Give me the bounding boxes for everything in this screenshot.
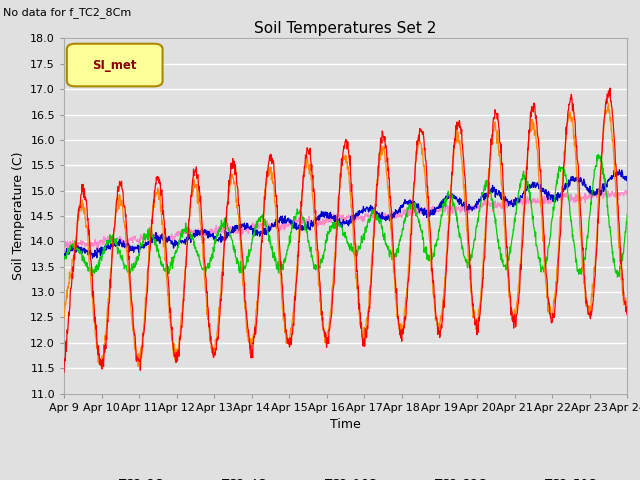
FancyBboxPatch shape (67, 44, 163, 86)
Y-axis label: Soil Temperature (C): Soil Temperature (C) (12, 152, 25, 280)
Legend: TC2_2Cm, TC2_4Cm, TC2_16Cm, TC2_32Cm, TC2_50Cm: TC2_2Cm, TC2_4Cm, TC2_16Cm, TC2_32Cm, TC… (79, 472, 612, 480)
X-axis label: Time: Time (330, 418, 361, 431)
Text: No data for f_TC2_8Cm: No data for f_TC2_8Cm (3, 7, 131, 18)
Title: Soil Temperatures Set 2: Soil Temperatures Set 2 (255, 21, 436, 36)
Text: SI_met: SI_met (92, 59, 137, 72)
